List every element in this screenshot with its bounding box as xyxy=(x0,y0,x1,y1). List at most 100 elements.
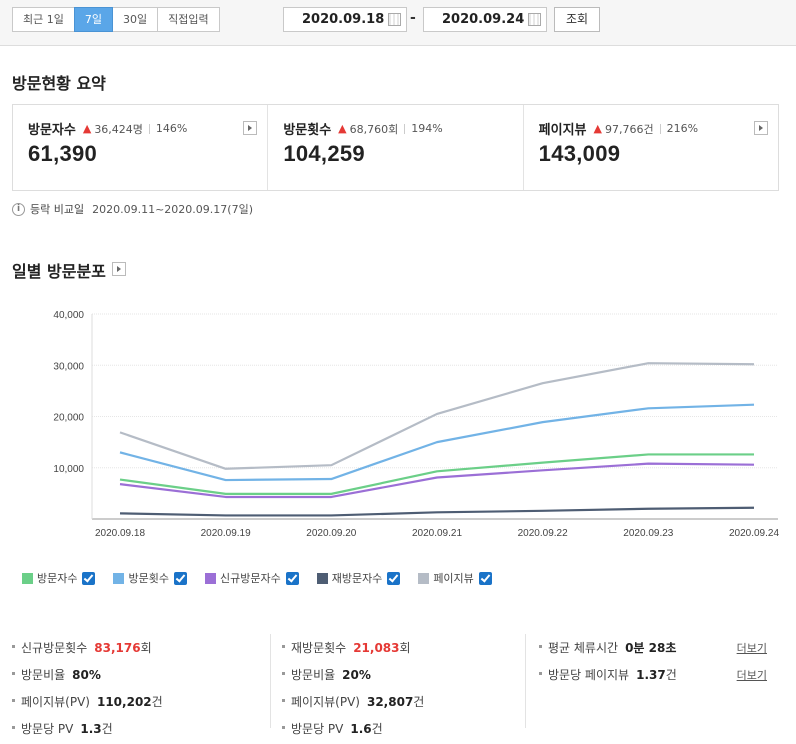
stat-row: 페이지뷰(PV) 110,202 건 xyxy=(12,688,262,715)
search-button[interactable]: 조회 xyxy=(554,7,600,32)
range-30day-button[interactable]: 30일 xyxy=(111,7,159,32)
legend-swatch xyxy=(204,572,216,584)
pageviews-card: 페이지뷰 ▲ 97,766건 216% 143,009 xyxy=(522,105,778,190)
return-visit-stats: 재방문횟수 21,083 회 방문비율 20% 페이지뷰(PV) 32,807 건 방문당 PV… xyxy=(282,634,512,742)
stat-value: 1.6 xyxy=(350,721,372,736)
legend-item: 페이지뷰 xyxy=(418,570,492,586)
chart-legend: 방문자수 방문횟수 신규방문자수 재방문자수 페이지뷰 xyxy=(22,570,510,586)
daily-visit-chart: 40,000 30,000 20,000 10,000 2020.09.18 2020.0… xyxy=(53,310,779,539)
visits-card: 방문횟수 ▲ 68,760회 194% 104,259 xyxy=(267,105,522,190)
stat-value: 80% xyxy=(72,667,101,682)
up-arrow-icon: ▲ xyxy=(82,122,92,135)
stat-unit: 회 xyxy=(140,641,152,655)
stat-label: 방문비율 xyxy=(21,668,66,682)
stat-unit: 건 xyxy=(413,695,425,709)
x-tick-label: 2020.09.22 xyxy=(518,528,568,539)
stat-row: 평균 체류시간 0분 28초 더보기 xyxy=(539,634,767,661)
stat-value: 32,807 xyxy=(366,694,414,709)
stat-label: 재방문횟수 xyxy=(291,641,347,655)
legend-swatch xyxy=(22,572,33,584)
legend-item: 재방문자수 xyxy=(316,570,401,586)
x-tick-label: 2020.09.18 xyxy=(95,528,145,539)
range-1day-button[interactable]: 최근 1일 xyxy=(12,7,75,32)
visitors-card: 방문자수 ▲ 36,424명 146% 61,390 xyxy=(13,105,267,190)
end-date-input[interactable]: 2020.09.24 xyxy=(423,7,547,32)
x-tick-label: 2020.09.23 xyxy=(623,528,673,539)
legend-item: 방문횟수 xyxy=(113,570,187,586)
stat-label: 방문비율 xyxy=(291,668,336,682)
stat-label: 방문당 페이지뷰 xyxy=(548,668,630,682)
stat-value: 21,083 xyxy=(353,640,400,655)
compare-range: 2020.09.11~2020.09.17(7일) xyxy=(92,203,253,216)
series-line-1 xyxy=(119,453,754,495)
card-value: 104,259 xyxy=(283,141,365,166)
legend-swatch xyxy=(113,572,125,584)
range-custom-button[interactable]: 직접입력 xyxy=(157,7,220,32)
start-date-input[interactable]: 2020.09.18 xyxy=(283,7,407,32)
stat-row: 방문당 페이지뷰 1.37 건 더보기 xyxy=(539,661,767,688)
divider xyxy=(270,634,271,728)
range-7day-button[interactable]: 7일 xyxy=(73,7,113,32)
series-line-3 xyxy=(119,462,755,499)
stat-label: 신규방문횟수 xyxy=(21,641,88,655)
stat-label: 방문당 PV xyxy=(291,722,344,736)
legend-label: 페이지뷰 xyxy=(433,572,474,585)
date-separator: - xyxy=(410,10,416,26)
stat-label: 방문당 PV xyxy=(21,722,74,736)
legend-label: 재방문자수 xyxy=(331,572,383,585)
divider xyxy=(148,123,150,134)
stat-unit: 건 xyxy=(371,722,383,736)
card-label: 페이지뷰 xyxy=(538,123,587,138)
more-link[interactable]: 더보기 xyxy=(736,641,767,655)
start-date-value: 2020.09.18 xyxy=(302,12,385,27)
stat-row: 페이지뷰(PV) 32,807 건 xyxy=(282,688,512,715)
stat-label: 평균 체류시간 xyxy=(548,641,619,655)
y-tick-label: 40,000 xyxy=(53,310,84,321)
more-arrow-icon[interactable] xyxy=(753,121,768,135)
legend-checkbox[interactable] xyxy=(387,571,401,585)
card-label: 방문자수 xyxy=(28,123,76,138)
card-value: 143,009 xyxy=(538,141,621,166)
summary-cards: 방문자수 ▲ 36,424명 146% 61,390 방문횟수 ▲ 68,760… xyxy=(12,104,779,191)
stat-value: 1.37 xyxy=(636,667,666,682)
card-value: 61,390 xyxy=(28,141,98,166)
x-tick-label: 2020.09.20 xyxy=(306,528,356,539)
legend-checkbox[interactable] xyxy=(173,571,187,585)
divider xyxy=(525,634,526,728)
stat-row: 방문비율 20% xyxy=(282,661,512,688)
legend-item: 방문자수 xyxy=(22,570,96,586)
stat-unit: 건 xyxy=(665,668,677,682)
legend-label: 신규방문자수 xyxy=(219,572,281,585)
more-link[interactable]: 더보기 xyxy=(736,668,767,682)
daily-title-text: 일별 방문분포 xyxy=(12,262,106,281)
stat-label: 페이지뷰(PV) xyxy=(291,695,360,709)
up-arrow-icon: ▲ xyxy=(338,122,347,135)
legend-checkbox[interactable] xyxy=(82,571,96,585)
up-arrow-icon: ▲ xyxy=(593,122,602,135)
calendar-icon[interactable] xyxy=(388,13,401,26)
divider xyxy=(659,123,661,134)
legend-swatch xyxy=(316,572,328,584)
legend-checkbox[interactable] xyxy=(478,571,492,585)
compare-note: i 등락 비교일 2020.09.11~2020.09.17(7일) xyxy=(12,201,253,217)
toolbar: 최근 1일 7일 30일 직접입력 2020.09.18 - 2020.09.2… xyxy=(0,0,796,46)
legend-label: 방문횟수 xyxy=(128,572,169,585)
summary-title: 방문현황 요약 xyxy=(12,74,106,93)
legend-checkbox[interactable] xyxy=(285,571,299,585)
divider xyxy=(404,123,406,134)
more-arrow-icon[interactable] xyxy=(111,262,126,276)
end-date-value: 2020.09.24 xyxy=(442,12,525,27)
x-tick-label: 2020.09.21 xyxy=(412,528,462,539)
more-arrow-icon[interactable] xyxy=(243,121,258,135)
stat-row: 신규방문횟수 83,176 회 xyxy=(12,634,262,661)
card-delta: 97,766건 xyxy=(604,122,654,136)
y-tick-label: 10,000 xyxy=(53,464,84,475)
stat-row: 방문당 PV 1.6 건 xyxy=(282,715,512,742)
stat-unit: 회 xyxy=(399,641,411,655)
legend-label: 방문자수 xyxy=(37,572,78,585)
legend-item: 신규방문자수 xyxy=(204,570,299,586)
calendar-icon[interactable] xyxy=(528,13,541,26)
card-label: 방문횟수 xyxy=(283,123,332,138)
